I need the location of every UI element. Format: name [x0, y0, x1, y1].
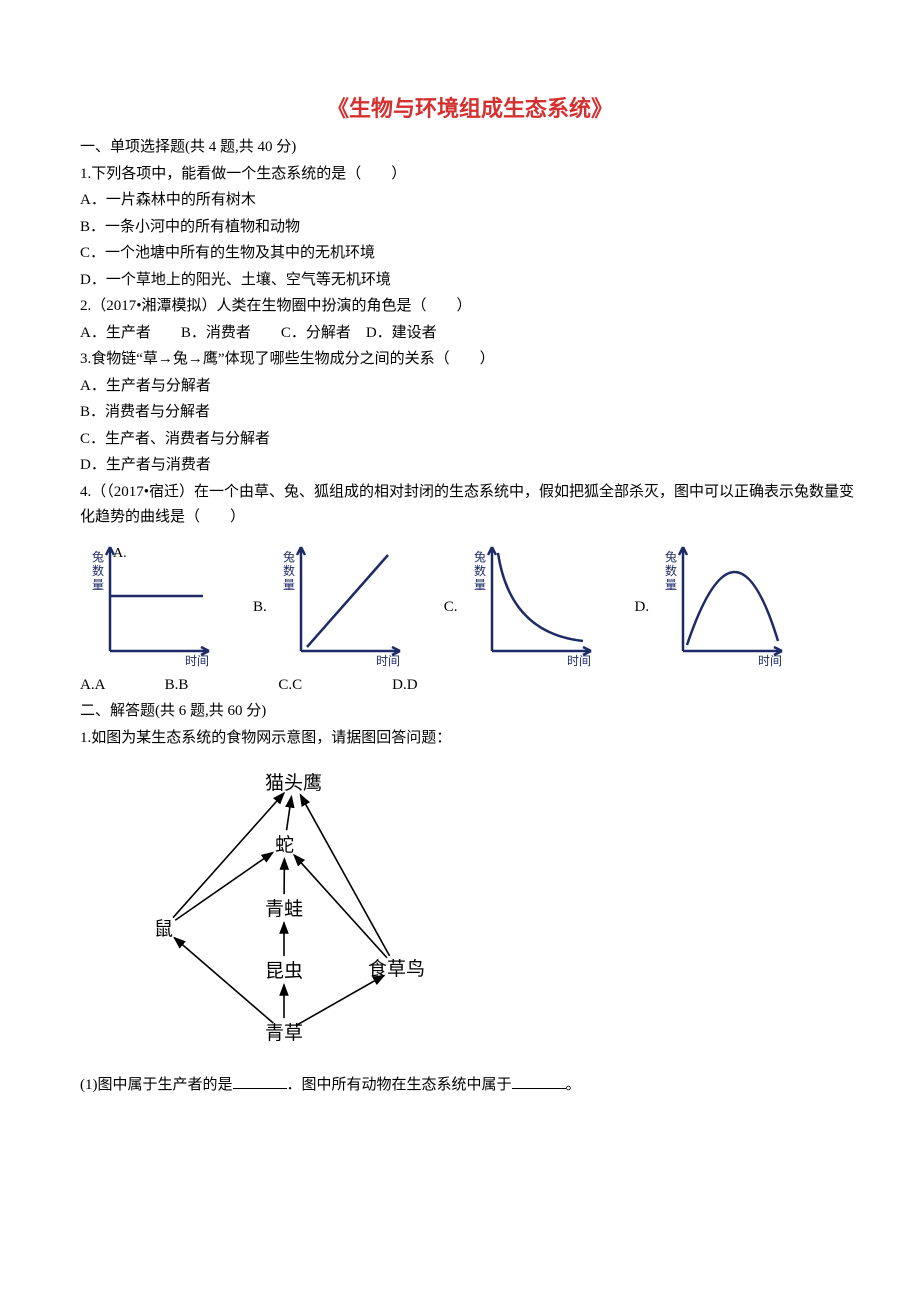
chart-D-label: D. [635, 595, 650, 621]
s2-q1-stem: 1.如图为某生态系统的食物网示意图，请据图回答问题： [80, 726, 860, 752]
q4-answer-line: A.A B.B C.C D.D [80, 673, 860, 699]
q1-A: A．一片森林中的所有树木 [80, 188, 860, 214]
q1-stem: 1.下列各项中，能看做一个生态系统的是（ ） [80, 162, 860, 188]
svg-text:蛇: 蛇 [275, 834, 294, 856]
svg-text:鼠: 鼠 [154, 918, 173, 940]
svg-text:A.: A. [113, 546, 127, 561]
svg-text:数: 数 [283, 563, 295, 578]
svg-text:兔: 兔 [474, 549, 486, 564]
svg-text:量: 量 [283, 578, 295, 592]
section1-heading: 一、单项选择题(共 4 题,共 40 分) [80, 135, 860, 161]
chart-B: 兔数量时间 [271, 541, 406, 669]
svg-text:数: 数 [665, 563, 677, 578]
q3-C: C．生产者、消费者与分解者 [80, 427, 860, 453]
doc-title: 《生物与环境组成生态系统》 [80, 90, 860, 127]
s2-q1-sub1: (1)图中属于生产者的是 ．图中所有动物在生态系统中属于 。 [80, 1073, 860, 1099]
svg-text:昆虫: 昆虫 [265, 960, 303, 982]
svg-text:食草鸟: 食草鸟 [368, 958, 425, 980]
svg-text:兔: 兔 [665, 549, 677, 564]
svg-text:量: 量 [92, 578, 104, 592]
q2-stem: 2.（2017•湘潭模拟）人类在生物圈中扮演的角色是（ ） [80, 294, 860, 320]
q4-charts: 兔数量时间A. B. 兔数量时间 C. 兔数量时间 D. 兔数量时间 [80, 541, 860, 669]
chart-D: 兔数量时间 [653, 541, 788, 669]
q3-B: B．消费者与分解者 [80, 400, 860, 426]
q1-B: B．一条小河中的所有植物和动物 [80, 215, 860, 241]
q2-opts: A．生产者 B．消费者 C．分解者 D．建设者 [80, 321, 860, 347]
svg-text:数: 数 [92, 563, 104, 578]
q3-D: D．生产者与消费者 [80, 453, 860, 479]
q3-A: A．生产者与分解者 [80, 374, 860, 400]
q1-C: C．一个池塘中所有的生物及其中的无机环境 [80, 241, 860, 267]
section2-heading: 二、解答题(共 6 题,共 60 分) [80, 699, 860, 725]
chart-C: 兔数量时间 [462, 541, 597, 669]
q1-D: D．一个草地上的阳光、土壤、空气等无机环境 [80, 268, 860, 294]
chart-C-label: C. [444, 595, 458, 621]
s2-q1-sub1b: ．图中所有动物在生态系统中属于 [287, 1077, 512, 1093]
svg-text:时间: 时间 [758, 654, 782, 668]
s2-q1-sub1c: 。 [566, 1077, 581, 1093]
chart-B-label: B. [253, 595, 267, 621]
s2-q1-sub1a: (1)图中属于生产者的是 [80, 1077, 233, 1093]
q3-stem: 3.食物链“草→兔→鹰”体现了哪些生物成分之间的关系（ ） [80, 347, 860, 373]
svg-text:青草: 青草 [265, 1022, 303, 1044]
q4-stem: 4.（（2017•宿迁）在一个由草、兔、狐组成的相对封闭的生态系统中，假如把狐全… [80, 480, 860, 531]
svg-text:青蛙: 青蛙 [265, 898, 303, 920]
chart-A: 兔数量时间 A. [80, 541, 215, 669]
svg-text:时间: 时间 [376, 654, 400, 668]
blank-1 [233, 1073, 287, 1089]
svg-text:数: 数 [474, 563, 486, 578]
svg-text:兔: 兔 [283, 549, 295, 564]
svg-text:猫头鹰: 猫头鹰 [265, 772, 322, 794]
svg-text:时间: 时间 [185, 654, 209, 668]
foodweb-diagram: 猫头鹰蛇青蛙鼠食草鸟 昆虫青草 [80, 759, 440, 1061]
svg-text:量: 量 [474, 578, 486, 592]
blank-2 [512, 1073, 566, 1089]
svg-text:量: 量 [665, 578, 677, 592]
svg-text:时间: 时间 [567, 654, 591, 668]
svg-text:兔: 兔 [92, 549, 104, 564]
